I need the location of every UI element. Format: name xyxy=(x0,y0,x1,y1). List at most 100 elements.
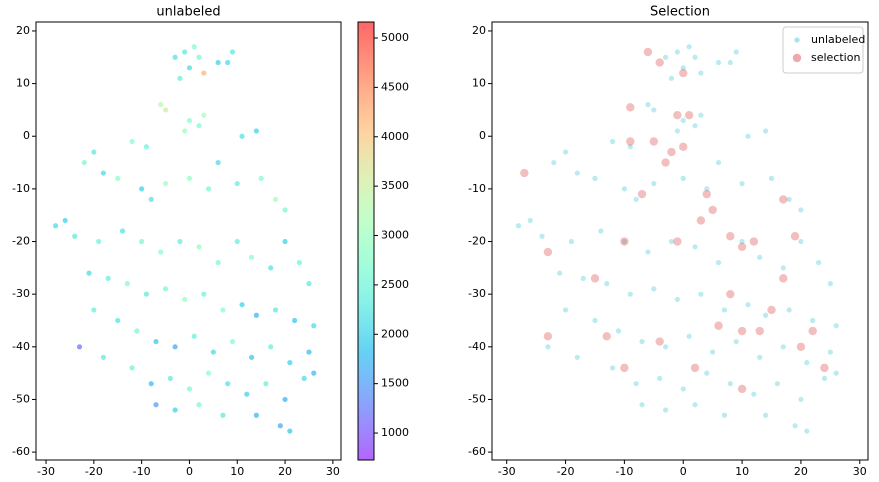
point xyxy=(710,349,716,355)
point xyxy=(148,381,154,387)
point xyxy=(205,370,212,376)
point xyxy=(757,354,763,360)
point xyxy=(833,370,839,376)
point xyxy=(100,170,107,176)
point xyxy=(287,428,293,434)
point xyxy=(827,349,833,355)
point xyxy=(182,296,188,303)
point xyxy=(153,338,159,345)
point xyxy=(680,117,686,124)
legend-marker xyxy=(792,53,802,63)
y-tick-label: 10 xyxy=(16,77,30,90)
point xyxy=(196,54,202,60)
point xyxy=(282,207,288,213)
point xyxy=(604,281,610,287)
point xyxy=(590,274,600,283)
point xyxy=(686,44,692,50)
point xyxy=(296,259,303,266)
point xyxy=(62,217,68,224)
axes-frame xyxy=(35,21,342,461)
point xyxy=(287,360,293,366)
point xyxy=(225,59,231,66)
point xyxy=(680,175,686,181)
point xyxy=(568,238,575,245)
point xyxy=(162,107,169,113)
point xyxy=(148,196,154,203)
x-tick-label: 0 xyxy=(680,465,687,478)
point xyxy=(306,281,312,287)
point xyxy=(779,274,788,283)
point xyxy=(692,244,698,250)
axes-frame xyxy=(491,21,869,461)
point xyxy=(662,54,669,60)
point xyxy=(733,338,739,345)
point xyxy=(715,259,722,266)
point xyxy=(767,305,776,315)
x-tick-label: -30 xyxy=(37,465,55,478)
point xyxy=(727,381,733,387)
point xyxy=(651,286,657,292)
colorbar-tick-label: 1000 xyxy=(381,426,409,439)
y-tick-label: -30 xyxy=(12,287,30,300)
y-tick-label: -10 xyxy=(12,182,30,195)
point xyxy=(598,228,604,234)
point xyxy=(798,207,804,213)
point xyxy=(692,402,698,408)
point xyxy=(177,75,183,81)
point xyxy=(820,363,829,373)
point xyxy=(580,275,586,281)
y-tick-label: -50 xyxy=(12,392,30,405)
point xyxy=(201,291,207,297)
colorbar-tick-label: 2500 xyxy=(381,278,409,291)
x-tick-label: 10 xyxy=(230,465,244,478)
point xyxy=(91,307,97,313)
point xyxy=(655,337,664,346)
point xyxy=(272,196,279,203)
point xyxy=(158,102,164,108)
point xyxy=(692,54,698,60)
point xyxy=(139,186,145,192)
point xyxy=(708,205,717,215)
point xyxy=(833,323,839,329)
point xyxy=(268,265,274,271)
point xyxy=(621,186,627,192)
y-tick-label: 0 xyxy=(479,129,486,142)
point xyxy=(645,249,651,255)
point xyxy=(249,254,255,260)
point xyxy=(205,186,212,192)
point xyxy=(690,363,700,373)
point xyxy=(167,375,173,382)
point xyxy=(774,381,780,387)
point xyxy=(804,428,810,434)
point xyxy=(196,244,202,250)
point xyxy=(253,128,259,134)
point xyxy=(627,291,633,297)
point xyxy=(602,332,611,341)
point xyxy=(739,238,745,245)
point xyxy=(253,312,259,318)
point xyxy=(821,375,828,382)
colorbar-tick-label: 2000 xyxy=(381,327,409,340)
point xyxy=(139,238,145,245)
y-tick-label: 20 xyxy=(16,24,30,37)
point xyxy=(119,228,126,234)
point xyxy=(134,328,140,334)
point xyxy=(798,396,804,403)
point xyxy=(790,232,800,241)
point xyxy=(239,302,245,308)
point xyxy=(637,189,647,199)
point xyxy=(306,349,312,355)
y-tick-label: -10 xyxy=(468,182,486,195)
point xyxy=(229,49,236,55)
point xyxy=(225,381,231,387)
point xyxy=(698,70,704,76)
point xyxy=(201,70,207,76)
x-tick-label: -20 xyxy=(85,465,103,478)
point xyxy=(626,103,635,112)
point xyxy=(745,302,751,308)
point xyxy=(639,338,645,345)
point xyxy=(210,349,216,355)
point xyxy=(86,270,92,276)
point xyxy=(229,338,236,345)
point xyxy=(301,375,307,382)
